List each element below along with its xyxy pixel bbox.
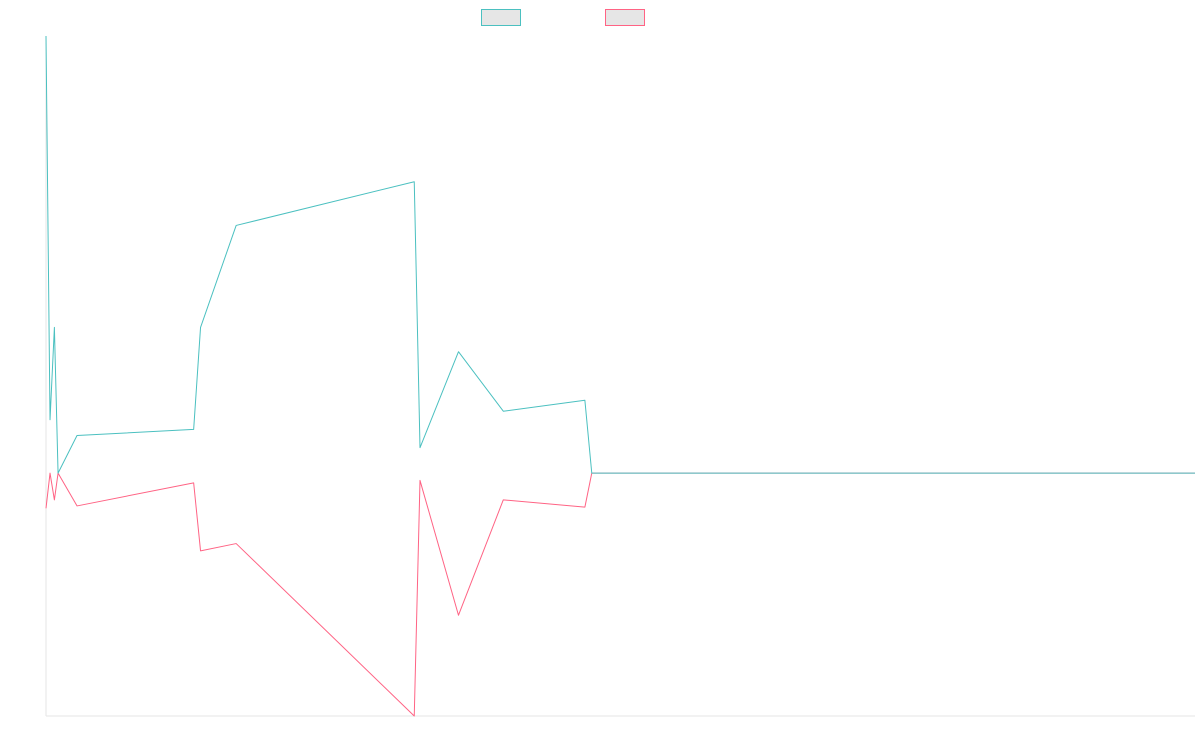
legend-item[interactable] bbox=[481, 9, 521, 26]
axes bbox=[45, 36, 1195, 717]
series-line bbox=[45, 35, 1195, 474]
legend bbox=[481, 9, 645, 26]
series-lines bbox=[45, 35, 1195, 717]
legend-swatch bbox=[481, 9, 521, 26]
series-line bbox=[45, 472, 1195, 717]
legend-item[interactable] bbox=[605, 9, 645, 26]
legend-swatch bbox=[605, 9, 645, 26]
